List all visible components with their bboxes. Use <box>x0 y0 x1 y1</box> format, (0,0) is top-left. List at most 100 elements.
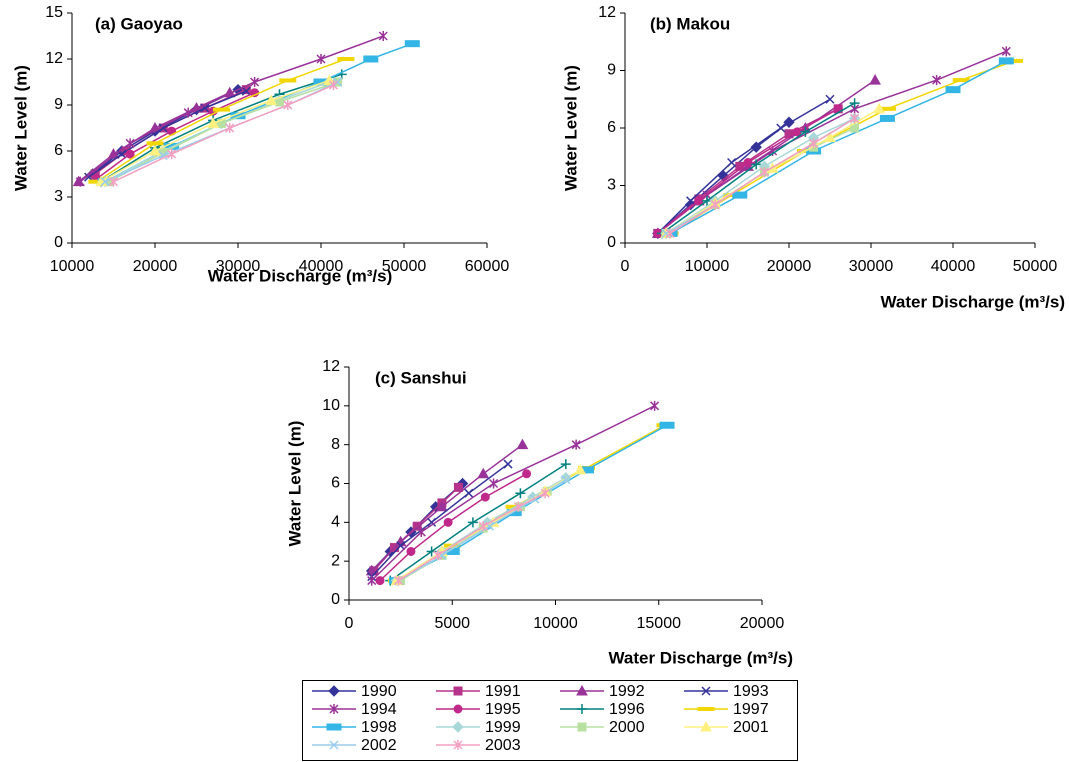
line <box>661 102 855 235</box>
legend-entry: 2002 <box>312 737 397 754</box>
marker <box>158 123 168 133</box>
marker <box>328 80 338 91</box>
legend-entry: 1994 <box>312 701 397 718</box>
y-tick-label: 0 <box>607 234 616 251</box>
x-tick-label: 15000 <box>637 615 682 632</box>
chart-title: (a) Gaoyao <box>95 14 183 33</box>
marker <box>437 550 447 560</box>
legend-label: 1996 <box>609 701 645 718</box>
marker <box>513 501 523 512</box>
legend-entry: 2000 <box>560 719 645 736</box>
series: 1995 <box>653 104 843 238</box>
x-tick-label: 20000 <box>133 258 178 275</box>
marker <box>686 196 696 206</box>
marker <box>207 117 219 128</box>
marker <box>489 478 499 489</box>
marker <box>396 541 406 551</box>
marker <box>416 527 426 538</box>
series: 2001 <box>95 74 336 187</box>
y-tick-label: 4 <box>331 514 340 531</box>
marker <box>480 492 490 502</box>
marker <box>100 177 110 187</box>
y-tick-label: 15 <box>45 4 63 21</box>
marker <box>149 121 161 133</box>
marker <box>406 546 416 556</box>
y-tick-label: 12 <box>45 50 63 67</box>
series: 1992 <box>651 74 881 238</box>
marker <box>363 55 379 63</box>
marker <box>932 75 942 86</box>
y-tick-label: 6 <box>54 142 63 159</box>
x-tick-label: 10000 <box>50 258 95 275</box>
marker <box>751 159 762 170</box>
legend-box <box>302 680 798 761</box>
marker <box>464 488 474 498</box>
marker <box>750 141 762 153</box>
marker <box>329 740 339 750</box>
legend-entry: 1999 <box>436 719 521 736</box>
marker <box>478 521 488 532</box>
marker <box>453 740 463 750</box>
x-tick-label: 40000 <box>299 258 344 275</box>
legend-label: 1997 <box>733 701 769 718</box>
y-tick-label: 2 <box>331 552 340 569</box>
legend-entry: 1992 <box>560 683 645 700</box>
line <box>669 60 1007 235</box>
marker <box>732 191 748 199</box>
x-axis-label: Water Discharge (m³/s) <box>208 266 393 285</box>
marker <box>776 123 786 133</box>
y-tick-label: 0 <box>331 591 340 608</box>
legend-label: 1999 <box>485 719 521 736</box>
legend-label: 2002 <box>361 737 397 754</box>
marker <box>453 704 463 714</box>
marker <box>849 98 860 109</box>
marker <box>945 86 961 94</box>
marker <box>367 575 377 586</box>
x-tick-label: 5000 <box>434 615 470 632</box>
marker <box>571 439 581 450</box>
marker <box>200 103 210 113</box>
series: 1993 <box>84 86 251 182</box>
marker <box>515 488 526 499</box>
marker <box>427 517 437 527</box>
marker <box>800 126 811 137</box>
series: 2003 <box>665 113 860 239</box>
marker <box>710 199 720 210</box>
marker <box>825 94 835 104</box>
series: 1993 <box>367 459 513 582</box>
x-tick-label: 60000 <box>465 258 510 275</box>
series: 1995 <box>375 469 532 586</box>
marker <box>75 176 85 187</box>
marker <box>701 686 711 696</box>
legend-label: 1998 <box>361 719 397 736</box>
x-tick-label: 50000 <box>382 258 427 275</box>
marker <box>250 77 260 87</box>
marker <box>365 564 378 576</box>
marker <box>265 94 278 105</box>
legend-label: 2001 <box>733 719 769 736</box>
marker <box>452 721 464 733</box>
marker <box>561 475 571 485</box>
marker <box>665 228 675 239</box>
y-tick-label: 0 <box>54 234 63 251</box>
y-axis-label: Water Level (m) <box>285 421 304 547</box>
y-tick-label: 12 <box>322 358 340 375</box>
marker <box>727 157 737 168</box>
marker <box>279 78 297 83</box>
marker <box>328 685 340 697</box>
series: 2003 <box>108 80 338 187</box>
series: 1994 <box>367 400 660 586</box>
y-tick-label: 6 <box>607 119 616 136</box>
marker <box>316 54 326 64</box>
marker <box>241 86 251 96</box>
chart-title: (c) Sanshui <box>375 368 467 387</box>
marker <box>378 31 388 41</box>
legend-label: 1991 <box>485 683 521 700</box>
marker <box>952 78 970 83</box>
marker <box>453 686 463 696</box>
marker <box>540 488 550 499</box>
series: 1996 <box>656 98 860 239</box>
legend-entry: 1993 <box>684 683 769 700</box>
x-tick-label: 10000 <box>533 615 578 632</box>
x-tick-label: 20000 <box>767 258 812 275</box>
